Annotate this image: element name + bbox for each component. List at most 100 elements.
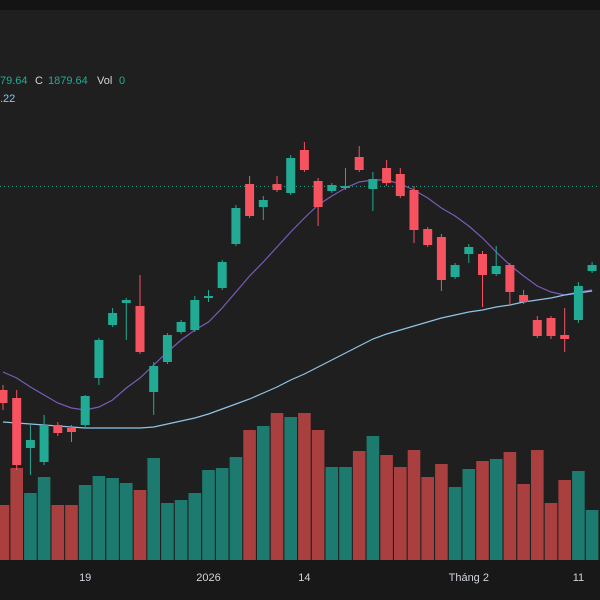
candle-body [409, 190, 419, 230]
volume-bar [188, 493, 202, 560]
volume-bar [174, 500, 188, 560]
legend-value: .22 [0, 93, 15, 105]
volume-bar [147, 458, 160, 560]
volume-bar [421, 477, 434, 560]
candle-body [231, 208, 241, 244]
volume-bar [229, 457, 243, 560]
candle-body [67, 428, 76, 432]
candle-body [341, 186, 350, 188]
volume-bar [10, 468, 23, 560]
volume-bar [476, 461, 489, 560]
moving-average [2, 290, 593, 429]
candle-body [25, 440, 35, 448]
volume-bar [407, 450, 421, 560]
candle-body [53, 425, 63, 433]
volume-bar [0, 505, 10, 560]
volume-bar [380, 455, 393, 560]
volume-bar [243, 430, 256, 560]
volume-bar [517, 484, 530, 560]
candle-body [478, 254, 487, 275]
candle-body [546, 318, 556, 336]
volume-bar [133, 490, 147, 560]
volume-bar [544, 503, 558, 560]
x-tick-label: 2026 [196, 572, 220, 584]
plot: 19 2026 14 Tháng 2 11 [0, 142, 600, 584]
candle-body [491, 266, 501, 274]
volume-bar [161, 503, 174, 560]
candle-body [135, 306, 145, 352]
legend-value: 0 [119, 75, 125, 87]
volume-bar [37, 477, 51, 560]
x-tick-label: 19 [79, 572, 91, 584]
legend-value: 1879.64 [48, 75, 88, 87]
candle-body [395, 174, 405, 196]
legend-value: 79.64 [0, 75, 28, 87]
candle-body [94, 340, 104, 378]
candle-body [450, 265, 460, 277]
candle-body [190, 300, 200, 330]
candle-body [368, 179, 378, 189]
time-axis [0, 560, 600, 600]
candle-body [245, 184, 255, 216]
volume-bar [270, 413, 284, 560]
volume-bar [78, 485, 92, 560]
candle-body [0, 390, 8, 403]
volume-bar [325, 467, 339, 560]
candle-body [423, 229, 433, 245]
volume-bar [92, 476, 106, 560]
candle-body [354, 157, 364, 170]
candle-body [299, 150, 309, 170]
volume-bar [394, 467, 407, 560]
volume-bar [503, 452, 517, 560]
volume-bar [51, 505, 65, 560]
volume-bar [339, 467, 352, 560]
volume-bar [462, 469, 476, 560]
candle-body [39, 425, 49, 462]
candle-body [149, 366, 159, 392]
candle-body [382, 168, 392, 183]
volume-bar [202, 470, 215, 560]
candle-body [204, 296, 213, 298]
top-bar [0, 0, 600, 10]
volume-bar [558, 480, 571, 560]
candle-body [313, 181, 323, 207]
legend-label: C [35, 75, 43, 87]
candle-body [272, 184, 282, 190]
candle-body [176, 322, 186, 332]
volume-bar [298, 413, 311, 560]
x-tick-label: 14 [298, 572, 310, 584]
candle-body [587, 265, 597, 271]
x-tick-label: 11 [573, 572, 584, 584]
volume-bar [352, 451, 366, 560]
candle-body [573, 286, 583, 320]
volume-bar [65, 505, 78, 560]
volume-bar [531, 450, 544, 560]
candle-body [327, 185, 337, 191]
legend-label: Vol [97, 75, 112, 87]
candle-body [532, 320, 542, 336]
volume-bar [120, 483, 133, 560]
volume-bar [257, 426, 270, 560]
candle-body [121, 300, 131, 303]
volume-bar [572, 471, 585, 560]
candle-body [505, 265, 515, 292]
candle-body [108, 313, 118, 325]
volume-bar [435, 464, 448, 560]
candle-body [258, 200, 268, 207]
candle-body [162, 335, 172, 362]
candle-body [286, 158, 296, 193]
volume-bar [106, 478, 119, 560]
volume-bar [448, 487, 462, 560]
candle-body [217, 262, 227, 288]
volume-bar [24, 493, 37, 560]
candle-body [436, 237, 446, 280]
volume-bar [311, 430, 325, 560]
legend: 79.64 C 1879.64 Vol 0 .22 [0, 75, 125, 105]
volume-bar [215, 468, 229, 560]
candle-body [560, 335, 570, 339]
candle-body [12, 398, 22, 465]
volume-bar [366, 436, 380, 560]
volume-bar [284, 417, 297, 560]
candle-body [519, 295, 529, 302]
